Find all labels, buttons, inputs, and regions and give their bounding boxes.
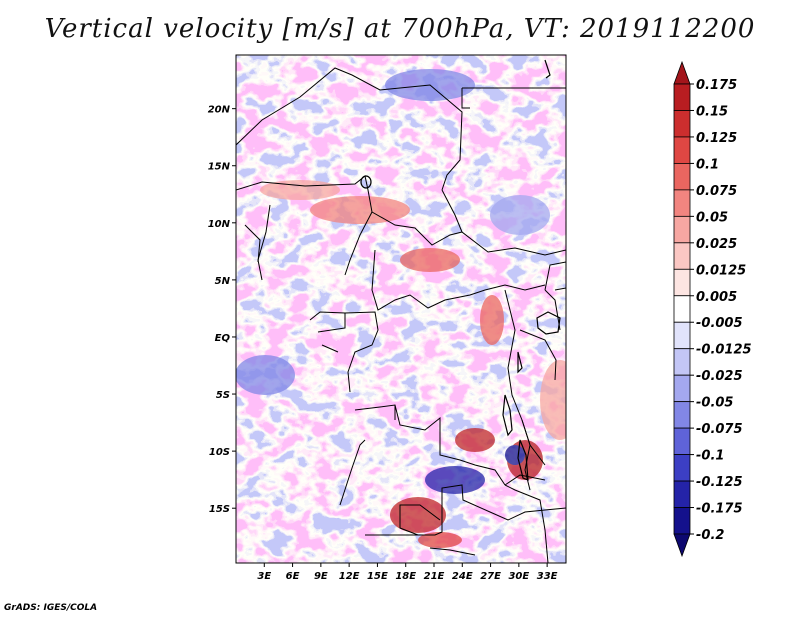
colorbar-segment [673,215,691,244]
country-borders [236,67,566,563]
lon-label: 12E [339,571,360,582]
colorbar-label: -0.1 [696,449,724,464]
colorbar-label: 0.125 [696,131,737,146]
lake-outlines [360,59,561,481]
colorbar-segment [673,268,691,297]
latitude-axis: 20N 15N 10N 5N EQ 5S 10S 15S [208,105,236,515]
grads-credit: GrADS: IGES/COLA [4,603,98,613]
colorbar: 0.175 0.15 0.125 0.1 0.075 0.05 0.025 0.0125 0.0… [673,60,752,558]
lon-label: 27E [480,571,501,582]
lat-label: 5S [216,390,230,401]
colorbar-segment [673,427,691,455]
lat-label: 15N [208,162,231,173]
colorbar-label: 0.025 [696,237,737,252]
colorbar-segment [673,348,691,376]
lat-label: 15S [209,504,230,515]
map-title: Vertical velocity [m/s] at 700hPa, VT: 2… [44,14,756,44]
colorbar-label: -0.075 [696,422,743,437]
colorbar-segment [673,189,691,217]
lon-label: 21E [424,571,445,582]
colorbar-label: -0.05 [696,396,733,411]
colorbar-label: 0.075 [696,184,737,199]
colorbar-label: -0.025 [696,369,743,384]
colorbar-segment [673,110,691,138]
colorbar-segment [673,163,691,191]
colorbar-label: 0.005 [696,290,737,305]
lon-label: 18E [395,571,416,582]
lon-label: 33E [537,571,558,582]
lon-label: 24E [452,571,473,582]
longitude-axis: 3E 6E 9E 12E 15E 18E 21E 24E 27E 30E 33E [257,563,558,582]
colorbar-label: 0.175 [696,78,737,93]
lat-label: EQ [215,333,231,344]
colorbar-bottom-triangle [673,533,691,558]
lat-label: 5N [215,276,231,287]
colorbar-segment [673,454,691,482]
colorbar-segment [673,136,691,164]
lon-label: 15E [367,571,388,582]
colorbar-segment [673,321,691,350]
lat-label: 10N [208,219,231,230]
lat-label: 10S [209,447,230,458]
colorbar-segment [673,401,691,429]
colorbar-label: 0.1 [696,157,719,172]
colorbar-segment [673,374,691,403]
lat-label: 20N [208,105,231,116]
lon-label: 6E [286,571,300,582]
map-frame [235,54,567,564]
colorbar-label: -0.175 [696,502,743,517]
colorbar-label: -0.2 [696,528,724,543]
colorbar-label: 0.0125 [696,263,746,278]
colorbar-label: -0.0125 [696,343,752,358]
lon-label: 30E [508,571,529,582]
colorbar-segment [673,242,691,270]
colorbar-segment [673,83,691,111]
vertical-velocity-field [236,55,566,563]
colorbar-segment [673,480,691,508]
colorbar-label: -0.005 [696,316,743,331]
colorbar-segment [673,507,691,535]
lon-label: 3E [257,571,271,582]
colorbar-segment [673,295,691,323]
colorbar-label: 0.05 [696,210,728,225]
colorbar-top-triangle [673,60,691,85]
lon-label: 9E [314,571,328,582]
colorbar-label: 0.15 [696,104,728,119]
colorbar-label: -0.125 [696,475,743,490]
